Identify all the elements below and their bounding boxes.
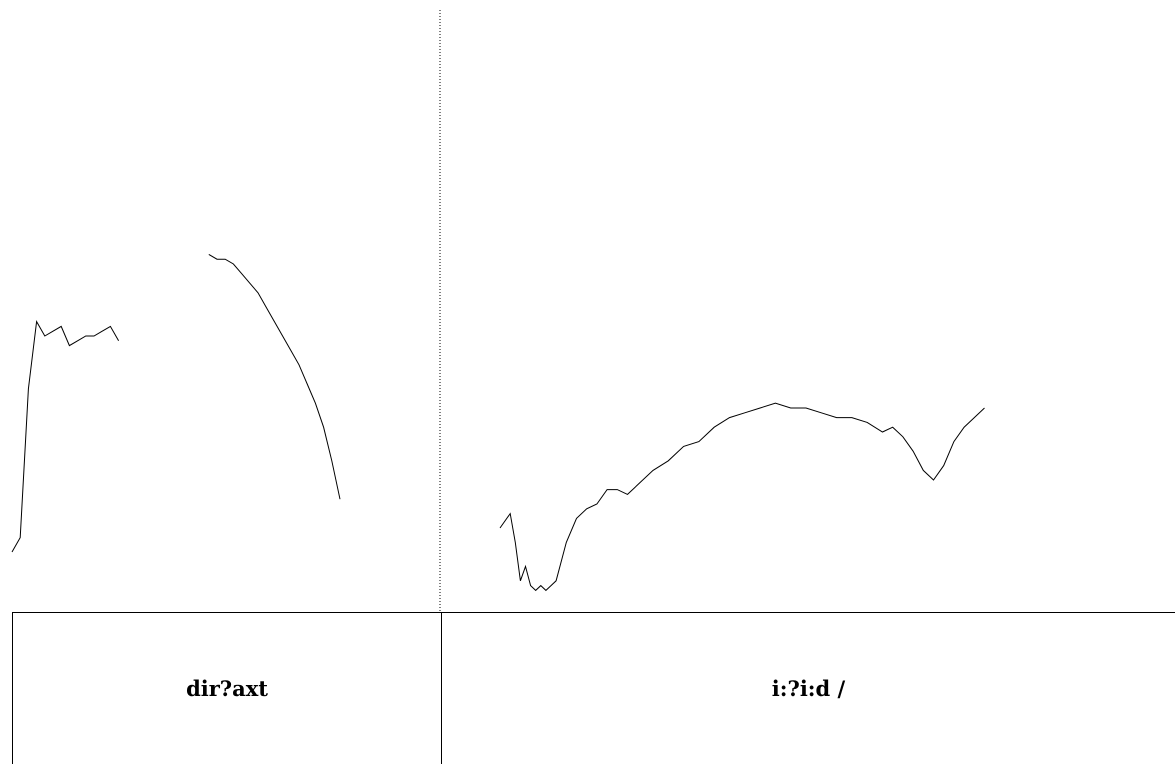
panel-right-plot bbox=[499, 402, 985, 592]
series-line-panel1-1 bbox=[11, 320, 120, 553]
panel-left-plot bbox=[11, 253, 341, 553]
panel-right-label: i:?i:d / bbox=[771, 676, 846, 701]
panel-label-table: dir?axt i:?i:d / bbox=[12, 612, 1175, 764]
series-line-panel2-1 bbox=[499, 402, 985, 592]
chart-figure bbox=[11, 10, 985, 612]
panel-left-label: dir?axt bbox=[13, 613, 442, 764]
series-line-panel1-2 bbox=[208, 253, 341, 500]
